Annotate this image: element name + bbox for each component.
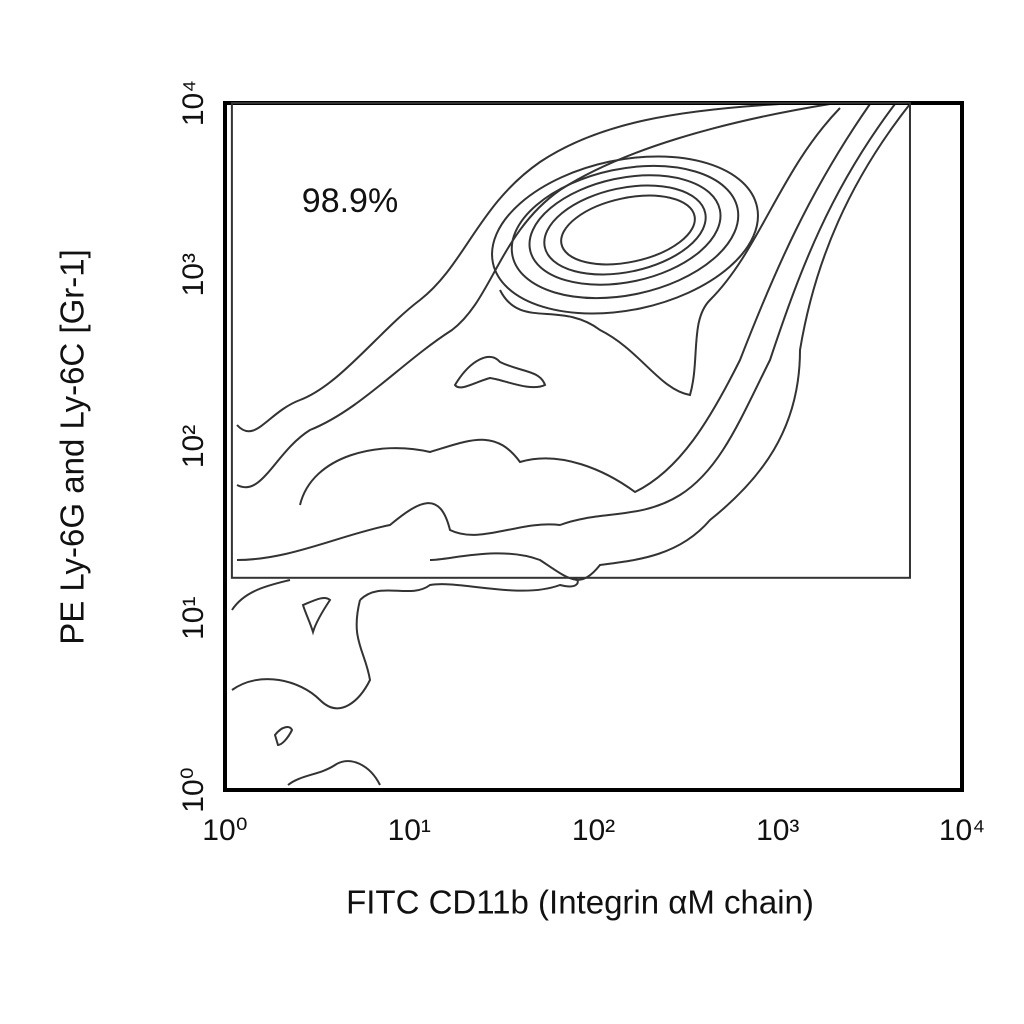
y-tick-label: 10⁴ [177,80,210,126]
contour [299,103,871,506]
contour [499,107,841,397]
x-tick-label: 10¹ [388,814,431,847]
contour [528,174,722,286]
y-tick-label: 10¹ [177,597,210,640]
contour [301,596,332,636]
contour [236,103,781,433]
x-tick-label: 10⁴ [939,814,985,847]
x-tick-label: 10³ [756,814,799,847]
contour [510,164,740,300]
y-tick-label: 10³ [177,253,210,296]
contours [231,103,911,786]
x-axis-label: FITC CD11b (Integrin αM chain) [346,884,814,921]
contour [231,599,372,710]
contour [236,103,831,489]
x-tick-label: 10² [572,814,615,847]
contour [560,194,696,266]
gate [230,102,911,579]
contour [236,103,896,561]
y-tick-label: 10² [177,425,210,468]
contour [231,577,579,611]
contour [453,356,547,389]
contour [491,155,759,315]
contour [287,760,381,786]
contour [429,103,911,581]
y-axis-label: PE Ly-6G and Ly-6C [Gr-1] [54,249,91,645]
contour [273,726,294,747]
y-tick-label: 10⁰ [177,767,210,812]
contour [543,184,707,276]
gate-label: 98.9% [302,182,398,220]
x-tick-label: 10⁰ [202,814,247,847]
